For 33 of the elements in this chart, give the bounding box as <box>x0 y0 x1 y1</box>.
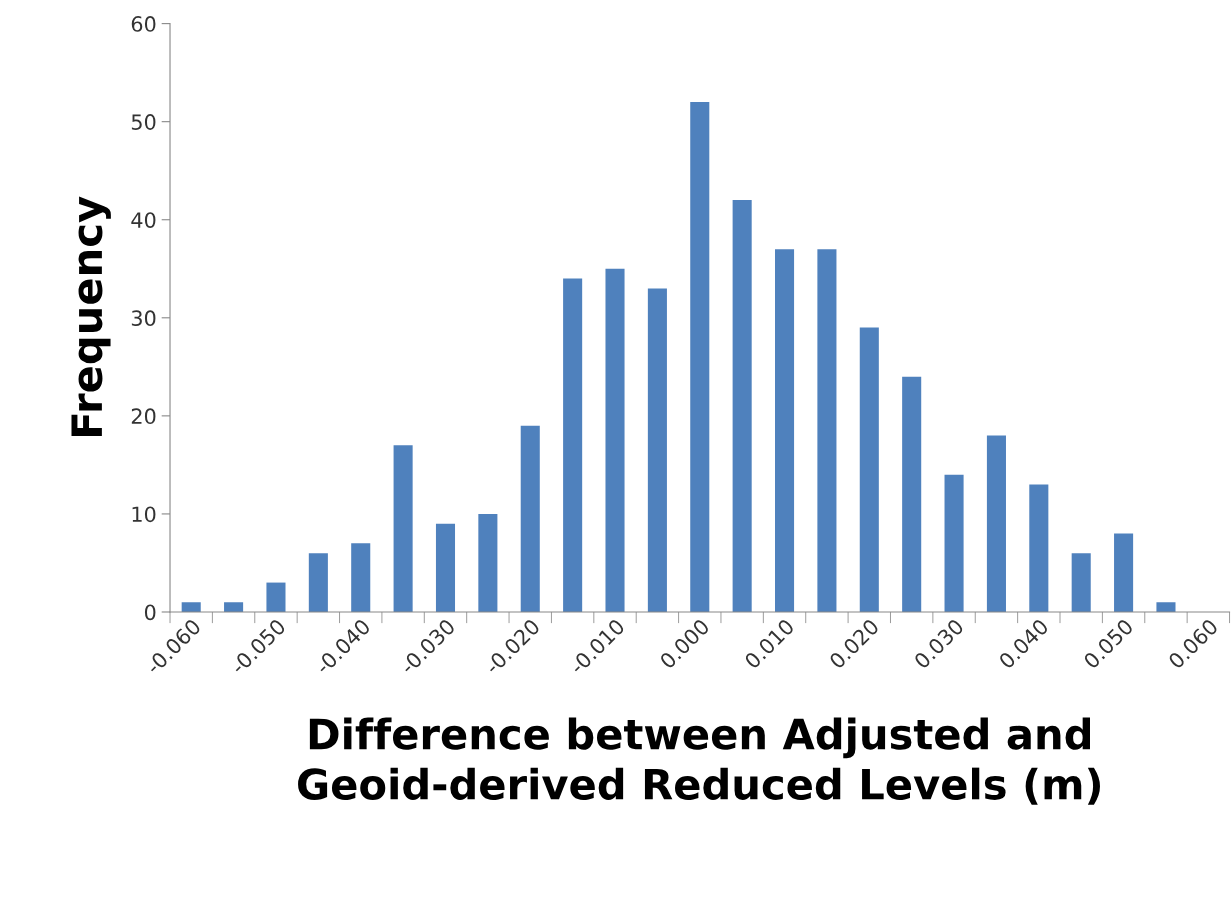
bar <box>478 513 498 612</box>
y-tick-label: 0 <box>144 604 156 621</box>
bar <box>351 543 371 612</box>
y-tick-label: 20 <box>131 408 156 425</box>
bar <box>224 602 244 612</box>
y-axis-title: Frequency <box>71 196 111 436</box>
bar <box>902 376 922 612</box>
bar <box>1071 553 1091 612</box>
bar <box>563 278 583 612</box>
bar <box>944 474 964 612</box>
y-tick-label: 50 <box>131 114 156 130</box>
bar <box>605 268 625 612</box>
bar <box>690 102 710 612</box>
x-axis-title: Difference between Adjusted and Geoid-derived Reduced Levels (m) <box>298 717 1100 805</box>
y-tick-label: 30 <box>131 310 156 327</box>
bar <box>308 553 328 612</box>
bar <box>732 200 752 612</box>
bar <box>986 435 1006 612</box>
bar <box>1029 484 1049 612</box>
bar <box>859 327 879 612</box>
bar <box>775 249 795 612</box>
y-tick-label: 10 <box>132 506 156 523</box>
bar <box>1156 602 1176 612</box>
bar <box>266 582 286 612</box>
y-tick-label: 60 <box>131 16 156 32</box>
bar <box>817 249 837 612</box>
bar <box>393 445 413 612</box>
bar <box>520 425 540 612</box>
y-tick-label: 40 <box>131 212 156 228</box>
bar <box>181 602 201 612</box>
bar <box>1114 533 1134 612</box>
bar <box>435 523 456 612</box>
bar <box>647 288 667 612</box>
